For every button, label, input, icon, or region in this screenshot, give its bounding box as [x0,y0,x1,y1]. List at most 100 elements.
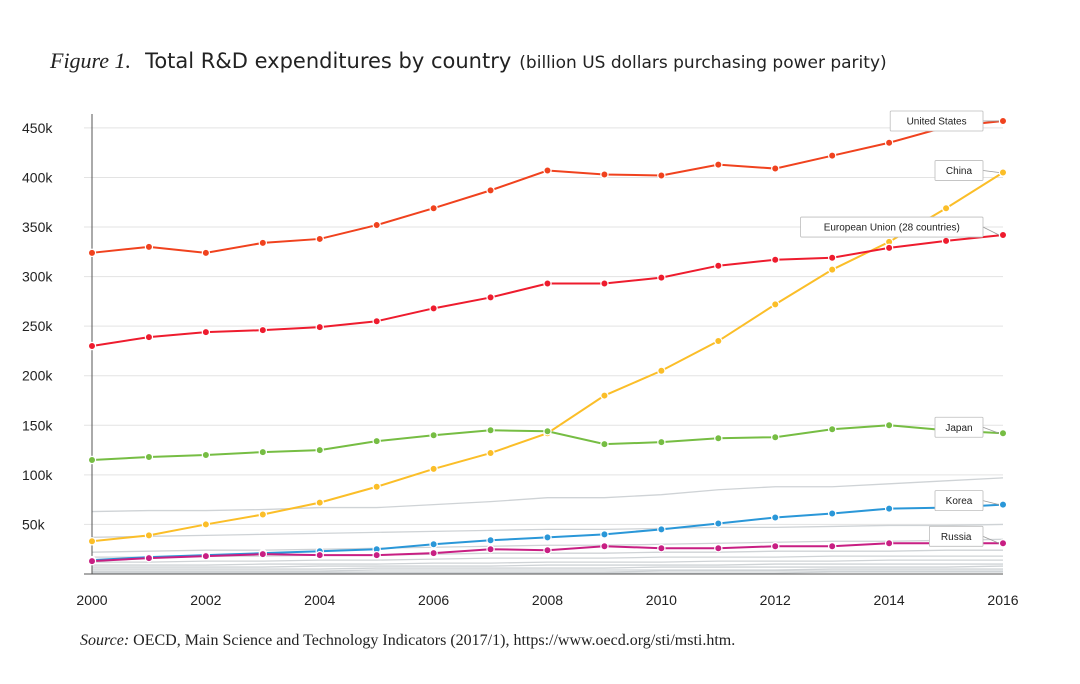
series-label-box [934,416,984,438]
series-label-russia: Russia [941,532,972,543]
y-tick-label: 300k [22,269,53,285]
data-point-united-states [87,248,97,258]
data-point-european-union-28-countries [258,325,268,335]
background-series-line [92,565,1004,570]
data-point-korea [543,533,552,542]
background-series-line [92,559,1003,566]
data-point-united-states [258,238,268,248]
data-point-japan [714,433,723,443]
data-point-united-states [600,170,609,179]
series-label-leader [982,535,1000,544]
series-label-box [800,216,984,238]
background-series-line [91,523,1004,538]
data-point-russia [884,539,894,548]
data-point-russia [372,550,381,560]
figure-label: Figure 1. [50,48,132,73]
data-point-china [486,448,495,458]
background-series-line [92,570,1003,573]
data-point-japan [998,429,1008,438]
data-point-russia [657,544,666,553]
y-tick-label: 200k [22,368,53,384]
series-label-japan: Japan [945,423,972,434]
data-point-united-states [144,242,154,252]
data-point-united-states [998,116,1008,126]
data-point-european-union-28-countries [87,341,97,351]
data-point-russia [827,542,837,551]
data-point-china [87,537,97,546]
data-point-united-states [827,151,837,160]
data-point-korea [429,540,438,549]
data-point-united-states [486,186,495,195]
x-tick-label: 2014 [874,592,905,608]
series-line-european-union-28-countries [91,233,1004,347]
figure-title: Figure 1. Total R&D expenditures by coun… [50,48,1070,74]
data-point-european-union-28-countries [201,327,211,337]
y-tick-label: 50k [22,516,46,532]
data-point-china [998,168,1008,177]
data-point-european-union-28-countries [600,279,609,288]
source-text: OECD, Main Science and Technology Indica… [129,632,736,649]
series-label-leader [982,226,1000,236]
data-point-korea [714,519,723,528]
x-tick-label: 2010 [646,592,677,608]
y-tick-label: 350k [22,219,53,235]
y-tick-label: 450k [22,120,53,136]
series-label-leader [982,426,1000,434]
data-point-china [657,366,666,375]
data-point-japan [827,425,837,434]
data-point-russia [543,546,552,555]
data-point-korea [486,536,495,545]
data-point-european-union-28-countries [486,293,495,302]
data-point-china [258,510,268,519]
data-point-korea [600,530,609,539]
data-point-japan [486,426,495,435]
series-label-box [934,490,984,512]
series-label-box [889,110,984,132]
data-point-united-states [714,160,723,169]
data-point-china [315,498,324,507]
source-label: Source: [80,632,130,649]
data-point-china [827,265,837,274]
data-point-japan [372,436,381,446]
data-point-european-union-28-countries [372,317,381,326]
data-point-united-states [543,166,552,175]
data-point-korea [884,504,894,513]
data-point-united-states [315,234,324,244]
data-point-european-union-28-countries [315,322,324,332]
series-label-european-union-28-countries: European Union (28 countries) [824,223,960,234]
x-tick-label: 2012 [760,592,791,608]
data-point-japan [600,439,609,449]
x-tick-label: 2000 [76,592,107,608]
series-label-box [934,160,984,181]
background-series-line [91,538,1004,553]
data-point-european-union-28-countries [144,332,154,342]
series-label-leader [982,500,1000,505]
data-point-european-union-28-countries [998,230,1008,240]
data-point-korea [998,500,1008,509]
data-point-united-states [884,138,894,147]
data-point-russia [600,542,609,551]
data-point-china [201,520,211,529]
data-point-china [600,391,609,400]
data-point-japan [543,427,552,436]
data-point-european-union-28-countries [771,255,780,264]
data-point-china [372,482,381,491]
data-point-japan [144,452,154,462]
data-point-russia [998,539,1008,548]
background-series-line [92,571,1003,574]
figure-main-title: Total R&D expenditures by country [145,49,512,73]
data-point-russia [201,551,211,561]
x-tick-label: 2002 [190,592,221,608]
data-point-united-states [372,220,381,230]
series-label-united-states: United States [907,116,967,127]
series-label-china: China [946,166,973,177]
background-series-line [91,477,1004,513]
y-tick-label: 250k [22,318,53,334]
series-label-leader [982,170,1000,173]
series-label-box [929,525,984,547]
data-point-united-states [429,204,438,213]
data-point-japan [429,431,438,440]
data-point-russia [429,548,438,558]
data-point-european-union-28-countries [543,279,552,288]
